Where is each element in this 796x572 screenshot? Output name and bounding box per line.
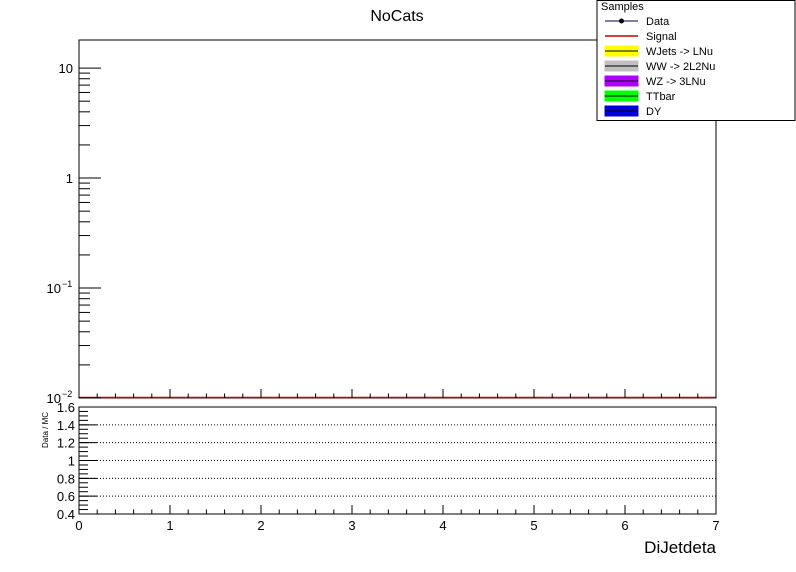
ratio-y-tick-label: 0.6 — [57, 489, 75, 504]
y-tick-label: 10 — [59, 61, 73, 76]
x-axis-title: DiJetdeta — [644, 538, 716, 557]
x-tick-label: 2 — [257, 518, 264, 533]
x-tick-label: 5 — [530, 518, 537, 533]
y-tick-label: 10 — [47, 281, 61, 296]
y-tick-label: 1 — [66, 171, 73, 186]
ratio-y-tick-label: 1.2 — [57, 436, 75, 451]
ratio-y-tick-label: 0.8 — [57, 471, 75, 486]
legend-entry-label: Data — [646, 16, 670, 28]
x-tick-label: 4 — [439, 518, 446, 533]
legend: Samples Data Signal WJets -> LNu WW -> 2L2N… — [596, 0, 796, 121]
y-tick-exponent: −2 — [62, 389, 72, 399]
ratio-grid — [79, 424, 716, 497]
x-tick-label: 7 — [712, 518, 719, 533]
legend-entry-label: DY — [646, 106, 662, 118]
legend-entry: WJets -> LNu — [604, 45, 713, 58]
legend-entry: WZ -> 3LNu — [604, 75, 706, 88]
ratio-y-axis: 0.4 0.6 0.8 1 1.2 1.4 1.6 — [57, 400, 97, 522]
legend-title: Samples — [601, 1, 644, 13]
x-tick-label: 6 — [621, 518, 628, 533]
chart-title: NoCats — [370, 8, 423, 25]
legend-entry: TTbar — [604, 90, 676, 103]
ratio-x-axis: 0 1 2 3 4 5 6 7 — [75, 505, 720, 533]
legend-entry-label: WZ -> 3LNu — [646, 76, 706, 88]
main-x-axis — [78, 389, 717, 398]
y-tick-exponent: −1 — [62, 279, 72, 289]
legend-entry: Data — [605, 16, 670, 28]
ratio-y-tick-label: 1.4 — [57, 418, 75, 433]
x-tick-label: 0 — [75, 518, 82, 533]
ratio-y-tick-label: 1.6 — [57, 400, 75, 415]
legend-entry-label: Signal — [646, 31, 677, 43]
legend-entry: Signal — [605, 31, 677, 43]
ratio-y-tick-label: 1 — [68, 454, 75, 469]
x-tick-label: 3 — [348, 518, 355, 533]
legend-entry-label: WJets -> LNu — [646, 46, 713, 58]
y-tick-label: 10 — [47, 391, 61, 406]
legend-data-marker — [619, 18, 624, 24]
ratio-y-title: Data / MC — [41, 412, 50, 448]
legend-entry-label: WW -> 2L2Nu — [646, 61, 715, 73]
ratio-y-tick-label: 0.4 — [57, 507, 75, 522]
legend-entry-label: TTbar — [646, 91, 676, 103]
x-tick-label: 1 — [166, 518, 173, 533]
legend-entry: WW -> 2L2Nu — [604, 60, 715, 73]
legend-entry: DY — [604, 105, 662, 118]
